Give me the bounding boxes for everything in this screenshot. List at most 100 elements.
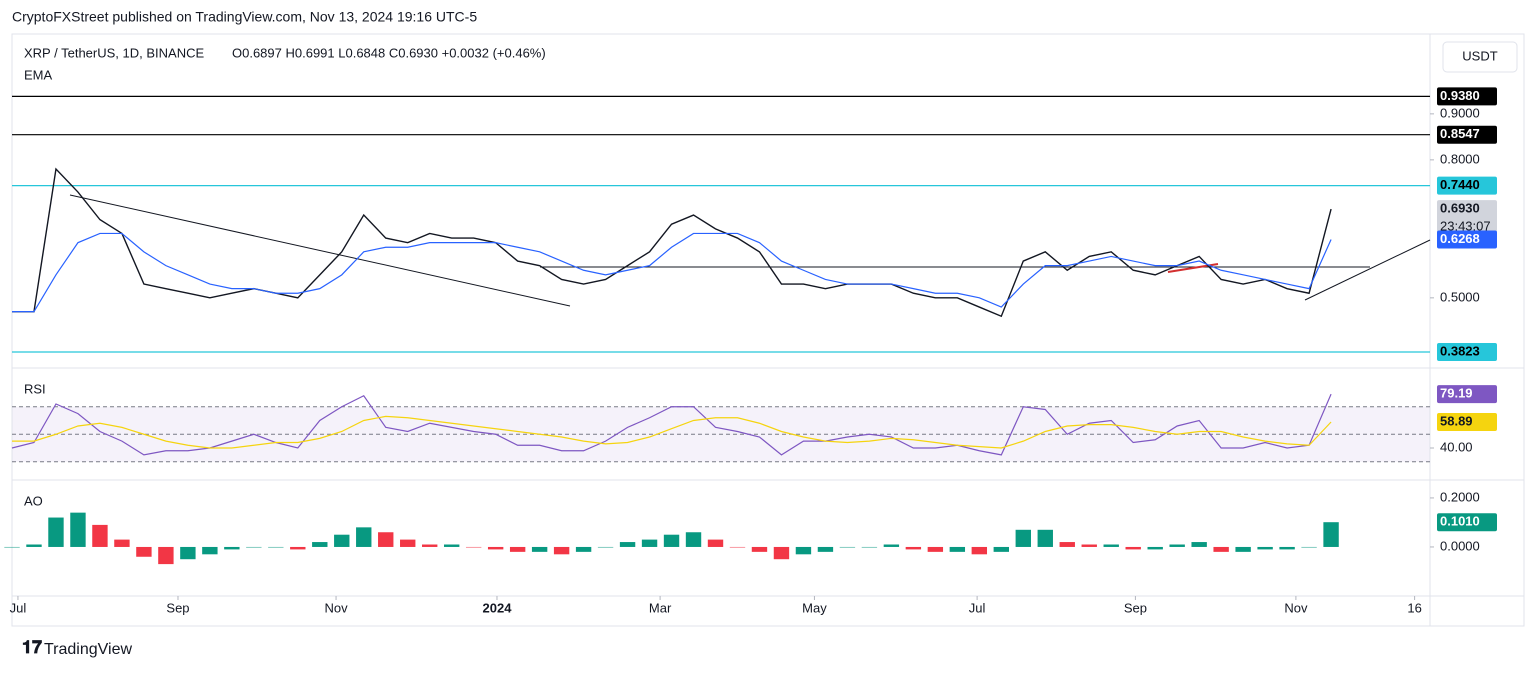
ao-bar: [949, 546, 966, 552]
x-tick-label: Nov: [1284, 600, 1308, 615]
last-value-label: 0.1010: [1440, 514, 1480, 529]
ao-bar: [597, 546, 614, 548]
ao-bar: [224, 546, 240, 550]
ao-bar: [729, 546, 746, 548]
ao-bar: [356, 527, 372, 547]
ao-bar: [1279, 546, 1295, 550]
ao-bar: [1037, 529, 1053, 547]
ao-bar: [817, 546, 834, 552]
ao-bar: [1235, 546, 1251, 552]
ao-bar: [70, 512, 86, 547]
ao-bar: [268, 546, 284, 548]
ao-bar: [883, 544, 900, 547]
ao-bar: [971, 546, 988, 555]
currency-label[interactable]: USDT: [1462, 48, 1497, 63]
last-value-label-box: [1437, 230, 1497, 249]
ao-bar: [1301, 546, 1317, 548]
level-label: 0.3823: [1440, 343, 1480, 358]
currency-button[interactable]: [1442, 41, 1518, 73]
level-label-box: [1437, 176, 1497, 195]
ao-bar: [1059, 542, 1075, 547]
ao-bar: [1147, 546, 1163, 550]
last-value-label-box: [1437, 513, 1497, 532]
x-tick-label: Sep: [1124, 600, 1147, 615]
last-value-label-box: [1437, 413, 1497, 432]
ao-bar: [465, 546, 482, 548]
ao-bar: [905, 546, 922, 550]
panel-title: AO: [24, 493, 43, 508]
ao-bar: [136, 546, 152, 557]
ao-bar: [1103, 544, 1119, 547]
ao-bar: [443, 544, 460, 547]
y-tick-label: 0.5000: [1440, 289, 1480, 304]
ao-bar: [26, 544, 42, 547]
level-label-box: [1437, 125, 1497, 144]
ao-bar: [487, 546, 504, 550]
ao-bar: [1257, 546, 1273, 550]
last-value-label: 0.6930: [1440, 201, 1480, 216]
x-tick-label: Jul: [969, 600, 986, 615]
ao-bar: [378, 532, 394, 547]
ao-bar: [4, 546, 20, 548]
level-label-box: [1437, 87, 1497, 106]
x-tick-label: Mar: [649, 600, 672, 615]
symbol: XRP / TetherUS, 1D, BINANCE: [24, 45, 204, 60]
ao-bar: [180, 546, 196, 560]
ao-bar: [1015, 529, 1031, 547]
ao-bar: [839, 546, 856, 548]
y-tick-label: 0.8000: [1440, 151, 1480, 166]
ao-bar: [531, 546, 548, 552]
series-line: [12, 415, 1332, 449]
published-line: CryptoFXStreet published on TradingView.…: [12, 9, 477, 25]
ao-bar: [509, 546, 526, 552]
y-tick-label: 0.0000: [1440, 538, 1480, 553]
ao-bar: [1213, 546, 1229, 552]
ao-bar: [861, 546, 878, 548]
ao-bar: [48, 517, 64, 547]
last-value-label: 58.89: [1440, 413, 1473, 428]
y-tick-label: 0.9000: [1440, 105, 1480, 120]
ao-bar: [751, 546, 768, 552]
ao-bar: [575, 546, 592, 552]
ao-bar: [927, 546, 944, 552]
ao-bar: [1191, 542, 1207, 547]
level-label-box: [1437, 342, 1497, 361]
x-tick-label: Jul: [10, 600, 27, 615]
ao-bar: [290, 546, 306, 550]
ao-bar: [202, 546, 218, 555]
ao-bar: [993, 546, 1009, 552]
x-tick-label: May: [802, 600, 827, 615]
ao-bar: [641, 539, 658, 547]
series-line: [12, 167, 1332, 318]
trend-line: [69, 194, 571, 307]
ao-bar: [1169, 544, 1185, 547]
ao-bar: [92, 524, 108, 547]
ohlc: O0.6897 H0.6991 L0.6848 C0.6930 +0.0032 …: [232, 45, 546, 60]
last-value-label: 0.6268: [1440, 231, 1480, 246]
trend-line: [1304, 239, 1431, 301]
ao-bar: [773, 546, 790, 560]
ao-bar: [663, 534, 680, 547]
ao-bar: [1323, 522, 1339, 547]
ao-bar: [795, 546, 812, 555]
y-tick-label: 40.00: [1440, 439, 1473, 454]
ao-bar: [707, 539, 724, 547]
logo-mark: 𝟏𝟕: [22, 637, 42, 657]
chart-frame: [11, 33, 1525, 627]
ao-bar: [114, 539, 130, 547]
ao-bar: [246, 546, 262, 548]
series-line: [11, 393, 1332, 456]
last-value-label-box: [1437, 385, 1497, 404]
ao-bar: [1125, 546, 1141, 550]
ao-bar: [619, 542, 636, 547]
x-tick-label: 2024: [483, 600, 513, 615]
indicator-name: EMA: [24, 67, 53, 82]
panel-title: RSI: [24, 381, 46, 396]
brand[interactable]: TradingView: [44, 641, 132, 658]
x-tick-label: Sep: [166, 600, 189, 615]
ao-bar: [422, 544, 438, 547]
x-tick-label: Nov: [324, 600, 348, 615]
ao-bar: [400, 539, 416, 547]
ao-bar: [334, 534, 350, 547]
